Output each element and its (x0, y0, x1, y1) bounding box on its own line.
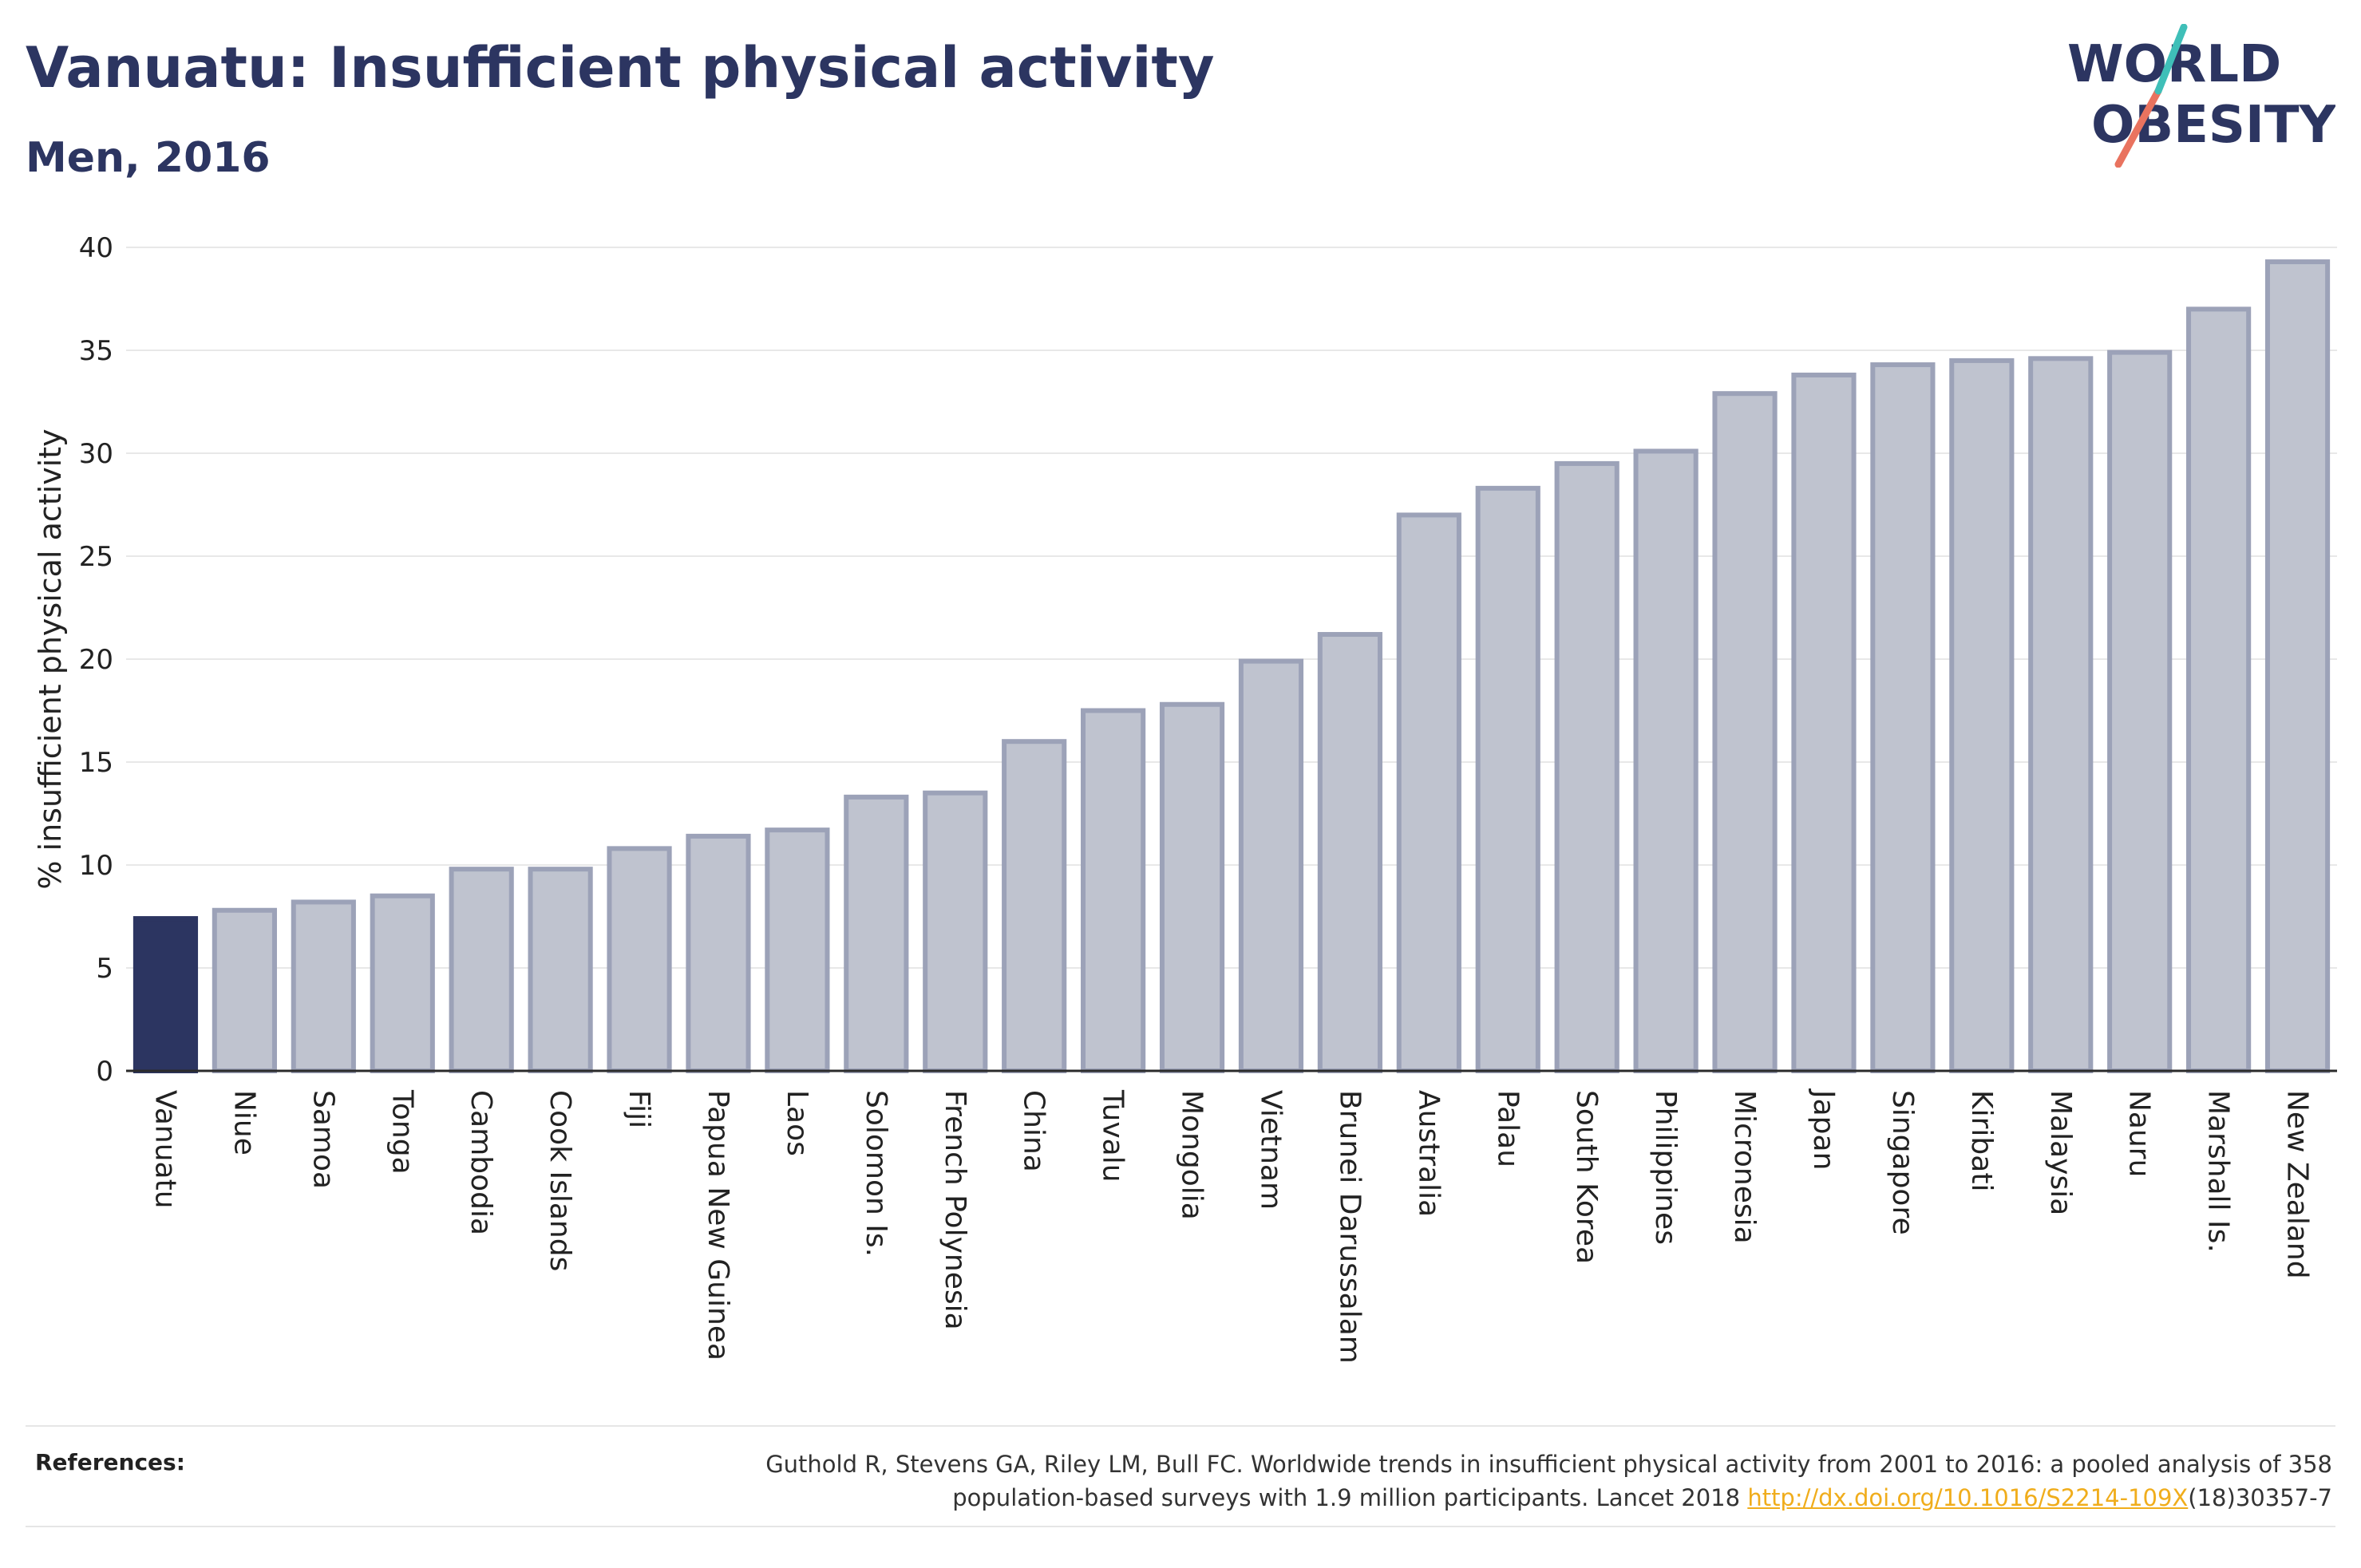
x-tick-label: Tonga (386, 1089, 418, 1175)
bar-singapore (1870, 362, 1936, 1073)
x-tick-label: Mongolia (1176, 1090, 1208, 1220)
x-tick-label: Palau (1491, 1090, 1524, 1167)
bar-malaysia (2028, 356, 2094, 1073)
x-tick-label: Papua New Guinea (702, 1090, 734, 1361)
bar-australia (1396, 512, 1461, 1073)
bar-tuvalu (1081, 708, 1146, 1073)
x-tick-label: Japan (1807, 1088, 1840, 1170)
bar-kiribati (1949, 357, 2015, 1073)
bar-vanuatu (132, 916, 199, 1073)
bar-new-zealand (2264, 259, 2331, 1073)
x-tick-label: Australia (1412, 1090, 1445, 1217)
x-tick-label: New Zealand (2281, 1090, 2314, 1279)
x-tick-label: Malaysia (2044, 1090, 2077, 1215)
x-tick-label: Fiji (623, 1090, 655, 1128)
page-title: Vanuatu: Insufficient physical activity (26, 35, 1215, 101)
logo-slash-coral (2114, 87, 2162, 168)
x-tick-label: French Polynesia (939, 1090, 971, 1330)
y-tick-label: 5 (96, 953, 113, 985)
x-tick-label: Philippines (1649, 1090, 1682, 1245)
y-tick-label: 0 (96, 1056, 113, 1088)
y-tick-label: 35 (79, 335, 113, 367)
bar-niue (212, 907, 277, 1074)
x-tick-label: South Korea (1570, 1090, 1603, 1264)
bar-cook-islands (528, 867, 593, 1074)
y-axis-label: % insufficient physical activity (33, 429, 68, 889)
x-tick-label: Samoa (306, 1090, 339, 1189)
x-tick-label: Nauru (2123, 1090, 2156, 1177)
x-tick-label: Cambodia (465, 1090, 497, 1235)
references-line2: population-based surveys with 1.9 millio… (952, 1484, 1748, 1511)
references-line1: Guthold R, Stevens GA, Riley LM, Bull FC… (765, 1451, 2332, 1478)
logo-slash-teal (2154, 24, 2188, 95)
bar-fiji (607, 846, 672, 1073)
x-tick-label: Solomon Is. (860, 1090, 892, 1257)
bar-mongolia (1159, 701, 1225, 1073)
x-tick-label: Vietnam (1254, 1090, 1287, 1210)
bar-marshall-is- (2186, 306, 2252, 1073)
world-obesity-logo: WORLD OBESITY (2067, 24, 2335, 168)
bar-micronesia (1712, 391, 1778, 1073)
y-tick-label: 20 (79, 644, 113, 676)
references-text: Guthold R, Stevens GA, Riley LM, Bull FC… (496, 1448, 2332, 1515)
bar-chart: 0 5 10 15 20 25 30 35 40 % insufficient physical … (33, 232, 2337, 1364)
references-section: References: Guthold R, Stevens GA, Riley… (26, 1425, 2335, 1527)
y-tick-label: 10 (79, 850, 113, 882)
bar-french-polynesia (923, 790, 988, 1073)
bar-philippines (1633, 448, 1699, 1073)
bar-china (1002, 739, 1067, 1073)
bar-south-korea (1554, 460, 1619, 1073)
bar-papua-new-guinea (686, 833, 751, 1073)
bar-palau (1475, 485, 1540, 1073)
x-tick-label: Brunei Darussalam (1333, 1090, 1366, 1364)
bar-tonga (370, 893, 435, 1073)
x-tick-label: China (1018, 1090, 1050, 1172)
bar-samoa (291, 899, 356, 1073)
y-tick-label: 40 (79, 232, 113, 264)
x-tick-label: Singapore (1886, 1090, 1919, 1235)
references-line2-end: (18)30357-7 (2188, 1484, 2332, 1511)
page-subtitle: Men, 2016 (26, 134, 271, 182)
references-doi-link[interactable]: http://dx.doi.org/10.1016/S2214-109X (1747, 1484, 2189, 1511)
y-tick-label: 25 (79, 541, 113, 573)
y-tick-label: 15 (79, 747, 113, 779)
x-tick-label: Niue (227, 1090, 260, 1155)
bar-cambodia (449, 867, 514, 1074)
x-tick-label: Tuvalu (1097, 1089, 1129, 1183)
bar-solomon-is- (844, 794, 909, 1073)
y-tick-label: 30 (79, 438, 113, 470)
x-tick-label: Cook Islands (544, 1090, 576, 1271)
x-tick-label: Marshall Is. (2202, 1090, 2235, 1253)
x-tick-label: Micronesia (1728, 1090, 1761, 1244)
x-tick-label: Kiribati (1965, 1090, 1998, 1191)
bar-nauru (2107, 350, 2173, 1073)
x-tick-label: Vanuatu (148, 1090, 181, 1209)
bar-japan (1791, 372, 1857, 1073)
bar-laos (765, 827, 830, 1073)
references-label: References: (35, 1449, 185, 1475)
bar-vietnam (1238, 658, 1304, 1073)
bar-brunei-darussalam (1317, 632, 1382, 1073)
x-tick-label: Laos (781, 1090, 813, 1156)
